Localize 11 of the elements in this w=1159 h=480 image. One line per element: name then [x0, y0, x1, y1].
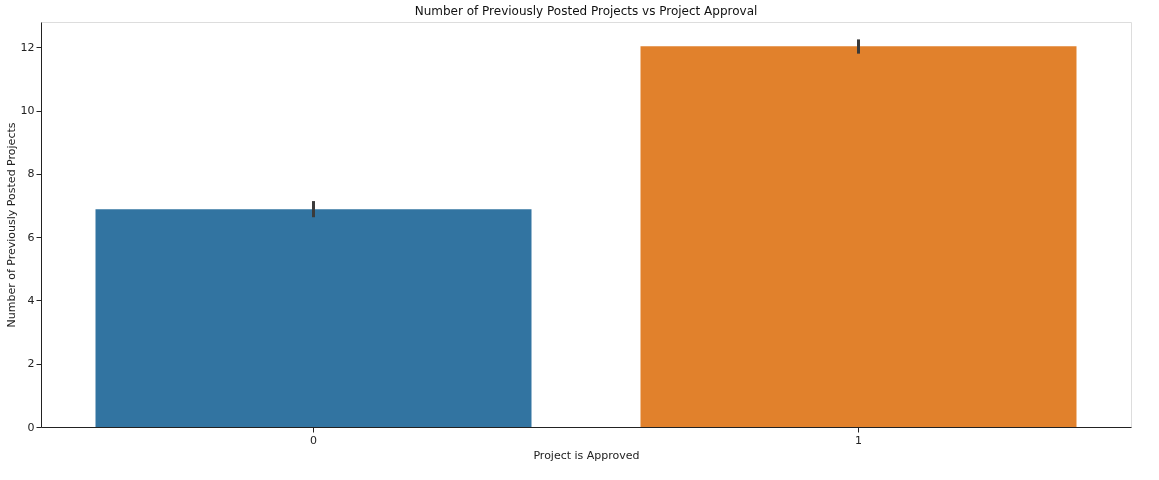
y-tick-label: 2: [27, 357, 35, 371]
chart-title: Number of Previously Posted Projects vs Project Approval: [414, 4, 758, 18]
y-tick-label: 6: [27, 230, 35, 244]
y-tick-label: 12: [20, 40, 35, 54]
y-tick-label: 0: [27, 420, 35, 434]
y-axis-title: Number of Previously Posted Projects: [4, 122, 18, 328]
x-axis-title: Project is Approved: [533, 448, 640, 462]
y-tick-label: 8: [27, 167, 35, 181]
y-tick-label: 10: [20, 104, 35, 118]
y-tick-label: 4: [27, 293, 35, 307]
x-tick-label: 1: [855, 433, 862, 447]
